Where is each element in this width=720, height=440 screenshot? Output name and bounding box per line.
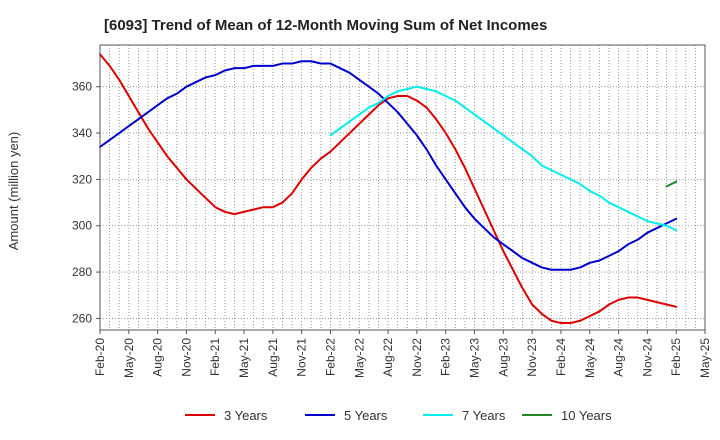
y-axis-label: Amount (million yen) — [6, 132, 21, 251]
x-tick-label: Aug-21 — [266, 338, 280, 377]
x-tick-label: May-23 — [468, 338, 482, 378]
plot-frame — [99, 44, 706, 331]
y-tick-label: 360 — [72, 80, 92, 94]
y-tick-label: 260 — [72, 311, 92, 325]
legend-label-5-years: 5 Years — [344, 408, 388, 423]
legend: 3 Years 5 Years 7 Years 10 Years — [185, 408, 612, 423]
y-tick-label: 320 — [72, 172, 92, 186]
x-tick-label: Feb-23 — [439, 338, 453, 376]
y-tick-label: 300 — [72, 219, 92, 233]
series-line-5-years — [99, 60, 678, 271]
x-tick-label: Aug-23 — [496, 338, 510, 377]
y-tick-label: 340 — [72, 126, 92, 140]
x-tick-label: Nov-21 — [295, 338, 309, 377]
x-tick-label: Nov-20 — [179, 338, 193, 377]
grid-lines — [100, 45, 705, 330]
series-layer — [99, 53, 678, 325]
x-tick-label: Nov-22 — [410, 338, 424, 377]
legend-label-10-years: 10 Years — [561, 408, 612, 423]
x-axis-ticks: Feb-20 May-20 Aug-20 Nov-20 Feb-21 May-21 Aug-… — [93, 330, 712, 378]
legend-label-7-years: 7 Years — [462, 408, 506, 423]
series-line-10-years — [665, 180, 678, 188]
legend-label-3-years: 3 Years — [224, 408, 268, 423]
x-tick-label: Feb-20 — [93, 338, 107, 376]
x-tick-label: May-20 — [122, 338, 136, 378]
series-line-3-years — [99, 53, 678, 325]
x-tick-label: Nov-23 — [525, 338, 539, 377]
x-tick-label: Aug-22 — [381, 338, 395, 377]
y-tick-label: 280 — [72, 265, 92, 279]
x-tick-label: May-21 — [237, 338, 251, 378]
x-tick-label: Aug-24 — [612, 338, 626, 377]
plot-area — [100, 45, 705, 330]
x-tick-label: Feb-21 — [208, 338, 222, 376]
chart-title: [6093] Trend of Mean of 12-Month Moving … — [104, 17, 547, 34]
x-tick-label: Nov-24 — [640, 338, 654, 377]
x-tick-label: Aug-20 — [151, 338, 165, 377]
x-tick-label: May-25 — [698, 338, 712, 378]
x-tick-label: Feb-25 — [669, 338, 683, 376]
y-axis-ticks: 260 280 300 320 340 360 — [72, 80, 100, 325]
x-tick-label: May-22 — [352, 338, 366, 378]
x-tick-label: Feb-24 — [554, 338, 568, 376]
x-tick-label: Feb-22 — [323, 338, 337, 376]
series-line-7-years — [329, 85, 678, 232]
x-tick-label: May-24 — [583, 338, 597, 378]
